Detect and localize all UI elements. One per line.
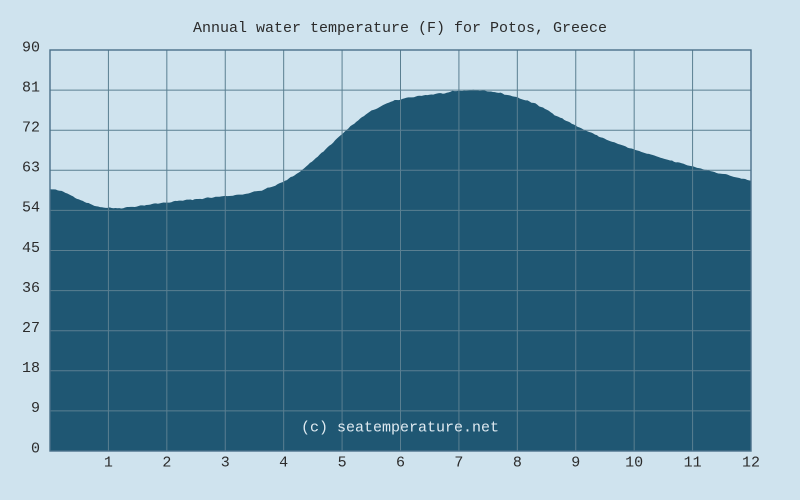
svg-text:27: 27	[22, 320, 40, 337]
svg-text:1: 1	[104, 455, 113, 472]
svg-text:81: 81	[22, 79, 40, 96]
svg-text:72: 72	[22, 120, 40, 137]
svg-text:4: 4	[279, 455, 288, 472]
svg-text:63: 63	[22, 160, 40, 177]
svg-text:3: 3	[221, 455, 230, 472]
svg-text:7: 7	[454, 455, 463, 472]
svg-text:Annual water temperature (F) f: Annual water temperature (F) for Potos, …	[193, 20, 607, 37]
svg-text:12: 12	[742, 455, 760, 472]
svg-text:18: 18	[22, 360, 40, 377]
svg-text:45: 45	[22, 240, 40, 257]
svg-text:10: 10	[625, 455, 643, 472]
svg-text:5: 5	[338, 455, 347, 472]
svg-text:0: 0	[31, 440, 40, 457]
svg-text:90: 90	[22, 39, 40, 56]
svg-text:9: 9	[571, 455, 580, 472]
svg-text:36: 36	[22, 280, 40, 297]
svg-text:9: 9	[31, 400, 40, 417]
svg-text:54: 54	[22, 200, 40, 217]
svg-text:2: 2	[162, 455, 171, 472]
svg-text:8: 8	[513, 455, 522, 472]
svg-text:11: 11	[684, 455, 702, 472]
svg-text:6: 6	[396, 455, 405, 472]
svg-text:(c) seatemperature.net: (c) seatemperature.net	[301, 420, 499, 437]
